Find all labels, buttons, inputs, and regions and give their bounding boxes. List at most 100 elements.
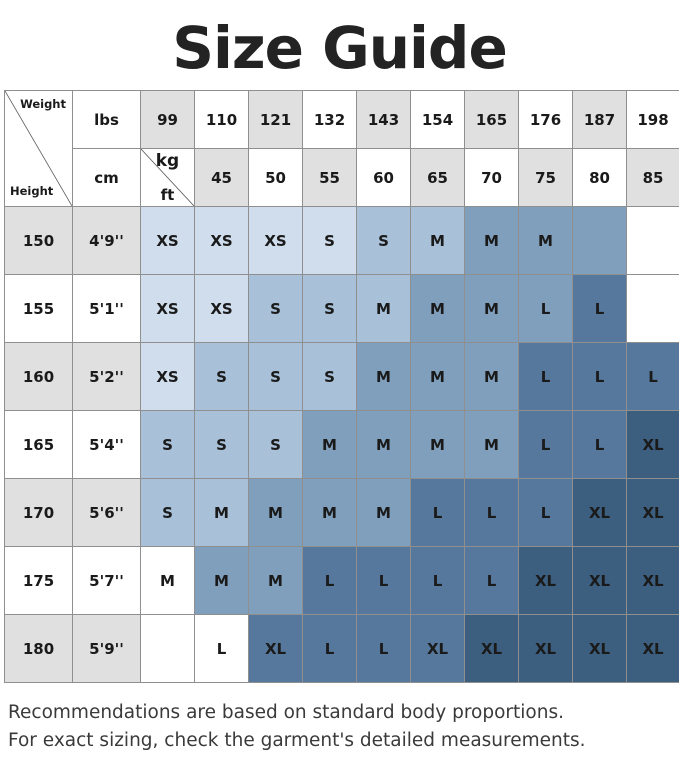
size-cell: M (302, 478, 357, 547)
size-cell: XL (410, 614, 465, 683)
size-cell: L (410, 478, 465, 547)
unit-label-kg-ft: kg ft (140, 148, 195, 207)
size-cell: XS (248, 206, 303, 275)
size-cell: M (464, 410, 519, 479)
size-cell: S (302, 342, 357, 411)
column-header-kg: 55 (302, 148, 357, 207)
unit-label-kg: kg (155, 151, 180, 171)
size-cell: M (464, 274, 519, 343)
size-cell: M (356, 274, 411, 343)
size-cell: S (302, 274, 357, 343)
page-title: Size Guide (172, 14, 508, 82)
size-cell: M (464, 342, 519, 411)
column-header-lbs: 99 (140, 90, 195, 149)
row-header-ft: 5'6'' (72, 478, 141, 547)
table-row: 150 4'9'' XS XS XS S S M M M (4, 206, 679, 275)
unit-label-ft: ft (160, 186, 175, 204)
size-cell: L (572, 342, 627, 411)
size-cell: S (248, 410, 303, 479)
row-header-cm: 150 (4, 206, 73, 275)
size-cell: S (248, 274, 303, 343)
table-row: 160 5'2'' XS S S S M M M L L L (4, 342, 679, 411)
column-header-lbs: 110 (194, 90, 249, 149)
size-cell: XL (626, 478, 679, 547)
size-cell: M (410, 274, 465, 343)
table-row: 155 5'1'' XS XS S S M M M L L (4, 274, 679, 343)
size-cell: XL (518, 614, 573, 683)
size-guide-table: Weight Height lbs 99 110 121 132 143 154 165 176 18… (4, 90, 679, 683)
footer-line-2: For exact sizing, check the garment's de… (8, 730, 586, 751)
row-header-cm: 160 (4, 342, 73, 411)
size-cell: L (302, 614, 357, 683)
column-header-lbs: 187 (572, 90, 627, 149)
size-cell: S (194, 342, 249, 411)
size-table-container: Weight Height lbs 99 110 121 132 143 154 165 176 18… (0, 90, 679, 683)
column-header-kg: 75 (518, 148, 573, 207)
header-row-lbs: Weight Height lbs 99 110 121 132 143 154 165 176 18… (4, 90, 679, 207)
size-cell: XS (194, 206, 249, 275)
size-cell: M (410, 410, 465, 479)
size-cell: M (248, 546, 303, 615)
row-header-cm: 170 (4, 478, 73, 547)
size-cell: L (464, 478, 519, 547)
size-cell: L (572, 274, 627, 343)
unit-label-cm: cm (72, 148, 141, 207)
size-cell: S (140, 478, 195, 547)
header-row-kg: cmkgft45505560657075808590 (5, 148, 679, 207)
row-header-cm: 165 (4, 410, 73, 479)
size-cell: M (356, 342, 411, 411)
size-cell: L (302, 546, 357, 615)
unit-label-lbs: lbs (72, 90, 141, 149)
size-cell: XS (140, 206, 195, 275)
size-cell: XL (626, 614, 679, 683)
size-cell: M (410, 206, 465, 275)
table-row: 165 5'4'' S S S M M M M L L XL (4, 410, 679, 479)
size-cell: M (464, 206, 519, 275)
column-header-kg: 50 (248, 148, 303, 207)
size-cell: M (248, 478, 303, 547)
size-cell: M (356, 478, 411, 547)
size-cell: M (194, 478, 249, 547)
size-cell: L (194, 614, 249, 683)
column-header-lbs: 154 (410, 90, 465, 149)
size-cell: XL (626, 410, 679, 479)
size-cell: M (140, 546, 195, 615)
row-header-cm: 155 (4, 274, 73, 343)
column-header-lbs: 143 (356, 90, 411, 149)
column-header-kg: 70 (464, 148, 519, 207)
axis-corner-cell: Weight Height (4, 90, 73, 207)
size-cell: XS (194, 274, 249, 343)
column-header-lbs: 132 (302, 90, 357, 149)
column-header-kg: 65 (410, 148, 465, 207)
size-cell: L (356, 614, 411, 683)
size-cell: S (140, 410, 195, 479)
footer-note: Recommendations are based on standard bo… (0, 683, 679, 755)
column-header-lbs: 198 (626, 90, 679, 149)
size-cell: S (248, 342, 303, 411)
size-cell (572, 206, 627, 275)
size-cell: L (410, 546, 465, 615)
axis-label-height: Height (10, 184, 54, 198)
row-header-ft: 5'1'' (72, 274, 141, 343)
size-cell: M (356, 410, 411, 479)
size-cell: XL (572, 478, 627, 547)
size-cell: XL (464, 614, 519, 683)
size-cell: XL (248, 614, 303, 683)
size-cell: L (518, 410, 573, 479)
size-cell: L (518, 478, 573, 547)
size-cell: S (302, 206, 357, 275)
size-cell: L (356, 546, 411, 615)
size-cell: M (194, 546, 249, 615)
column-header-kg: 60 (356, 148, 411, 207)
row-header-ft: 5'7'' (72, 546, 141, 615)
size-cell: L (464, 546, 519, 615)
size-cell (626, 206, 679, 275)
size-cell: L (518, 274, 573, 343)
axis-label-weight: Weight (20, 97, 66, 111)
column-header-lbs: 176 (518, 90, 573, 149)
size-cell: M (302, 410, 357, 479)
row-header-ft: 5'4'' (72, 410, 141, 479)
size-cell: S (356, 206, 411, 275)
size-cell: L (626, 342, 679, 411)
row-header-cm: 175 (4, 546, 73, 615)
